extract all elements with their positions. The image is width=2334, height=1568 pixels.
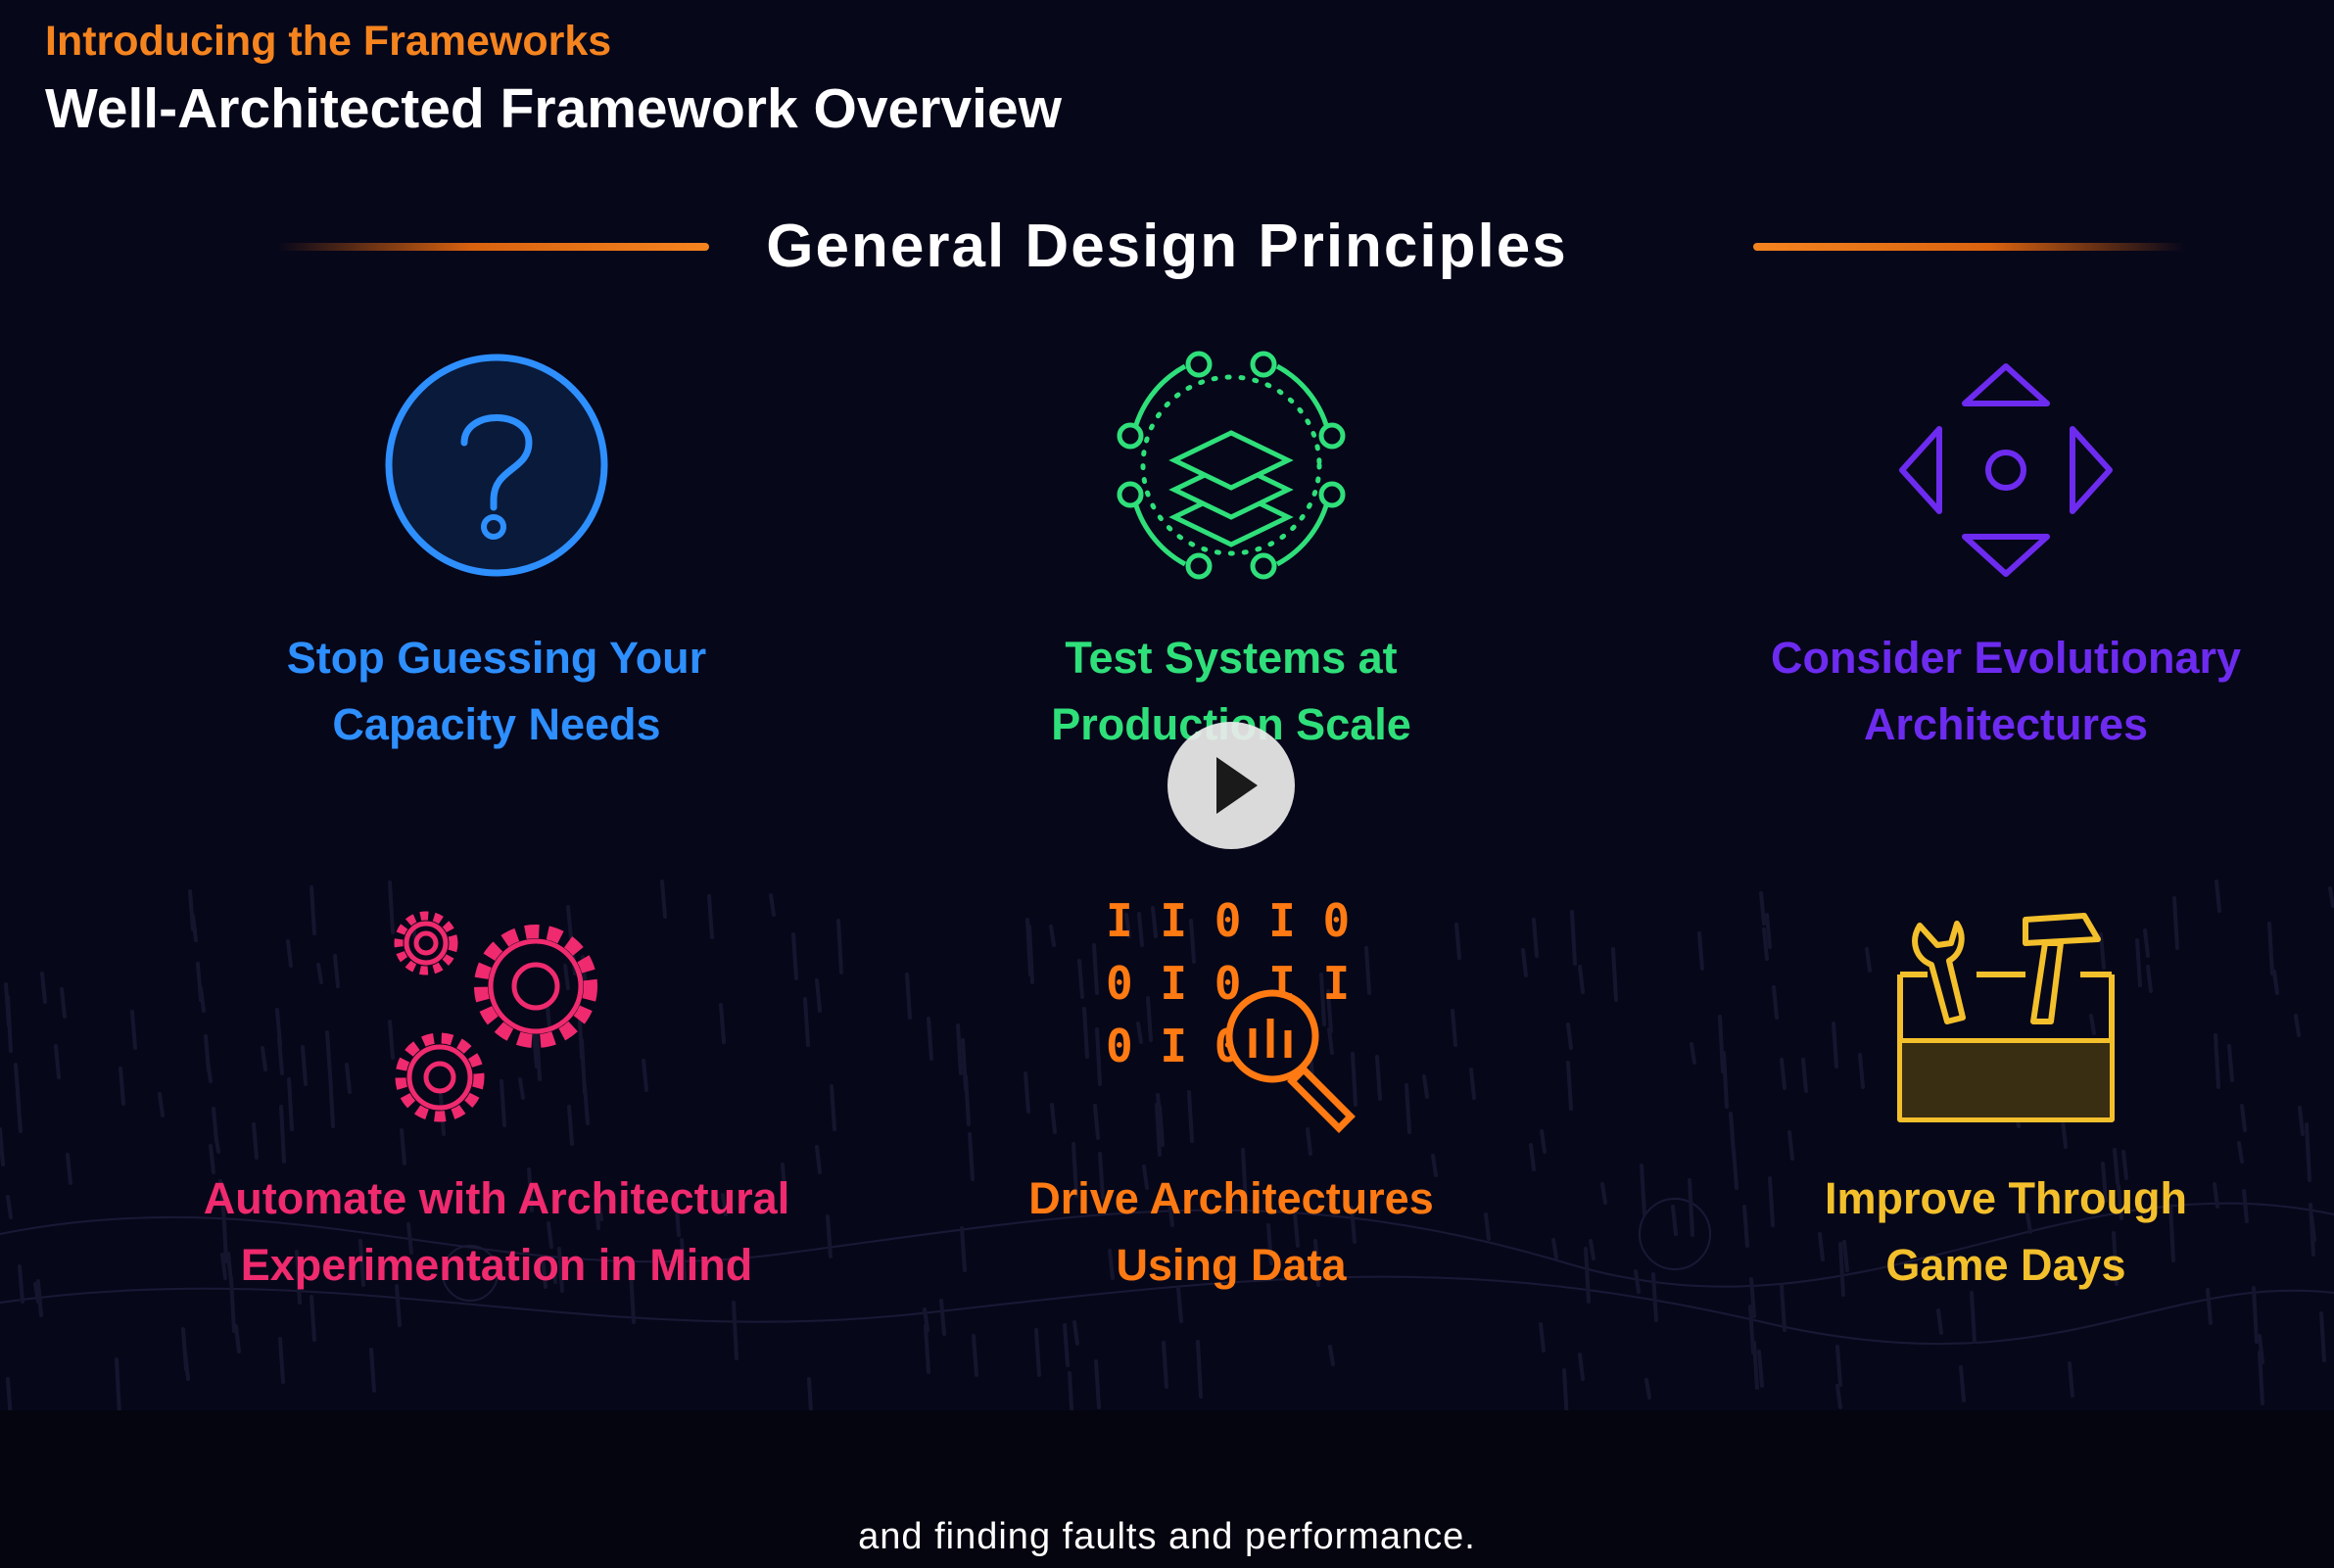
directional-arrows-icon (1899, 363, 2113, 577)
principle-card-6: Improve Through Game Days (1624, 881, 2334, 1293)
svg-text:0 I 0 I I: 0 I 0 I I (1106, 957, 1350, 1010)
eyebrow-text: Introducing the Frameworks (45, 18, 612, 65)
principle-card-3: Consider Evolutionary Architectures (1624, 343, 2334, 754)
toolbox-icon (1897, 913, 2115, 1122)
play-button[interactable] (1167, 722, 1295, 849)
principle-label: Improve Through Game Days (1825, 1173, 2187, 1290)
layers-network-icon (1117, 351, 1346, 580)
play-icon (1216, 757, 1258, 814)
principle-label: Consider Evolutionary Architectures (1770, 633, 2242, 749)
svg-text:0 I 0: 0 I 0 (1106, 1020, 1241, 1072)
principle-card-5: I I 0 I 0 0 I 0 I I 0 I 0 Drive Architec… (849, 881, 1613, 1293)
svg-text:I I 0 I 0: I I 0 I 0 (1106, 894, 1350, 947)
title-rule-right (1753, 243, 2184, 251)
title-rule-left (278, 243, 709, 251)
principle-label: Drive Architectures Using Data (1028, 1173, 1434, 1290)
gears-icon (394, 911, 597, 1122)
slide-title: Well-Architected Framework Overview (45, 77, 1062, 140)
principle-label: Automate with Architectural Experimentat… (203, 1173, 790, 1290)
video-frame[interactable]: Introducing the Frameworks Well-Architec… (0, 0, 2334, 1410)
principle-label: Stop Guessing Your Capacity Needs (286, 633, 707, 749)
principle-card-1: Stop Guessing Your Capacity Needs (115, 343, 879, 754)
video-caption: and finding faults and performance. (858, 1516, 1476, 1557)
principle-card-2: Test Systems at Production Scale (849, 343, 1613, 754)
section-title: General Design Principles (766, 213, 1568, 280)
principle-card-4: Automate with Architectural Experimentat… (115, 881, 879, 1293)
question-mark-icon (385, 354, 608, 577)
principle-label: Test Systems at Production Scale (1051, 633, 1411, 749)
binary-magnifier-icon: I I 0 I 0 0 I 0 I I 0 I 0 (1106, 894, 1356, 1133)
